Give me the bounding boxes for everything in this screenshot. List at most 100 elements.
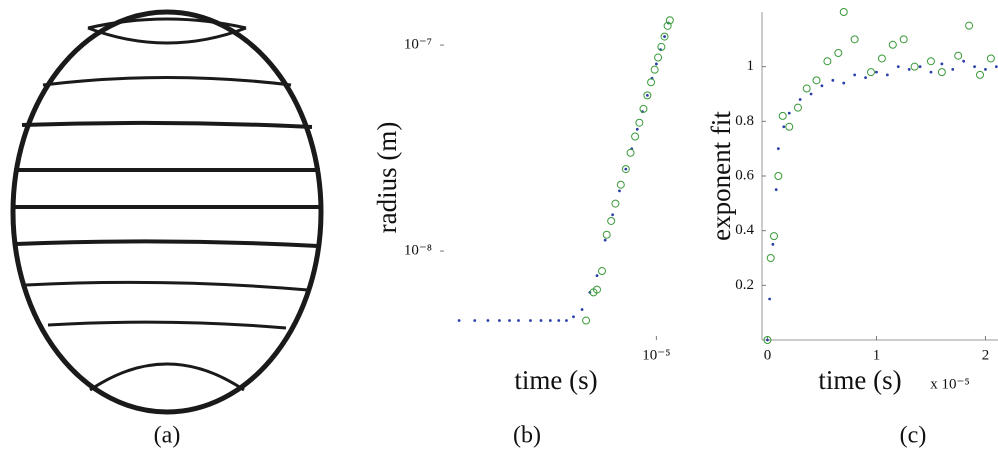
data-point [766,254,775,262]
data-point [850,35,859,44]
data-point [650,65,659,74]
data-point [774,188,778,192]
data-point [508,319,511,322]
data-point [592,285,601,294]
data-point [867,68,876,77]
data-point [962,59,966,63]
data-point [473,319,477,322]
band-line [42,76,292,87]
data-point [595,274,599,278]
data-point [548,319,552,322]
data-point [618,189,621,193]
data-point [831,78,835,82]
data-point [529,319,532,322]
data-point [778,111,787,120]
band-line [25,280,309,292]
data-point [768,297,772,301]
data-point [839,8,848,16]
data-point [809,92,813,96]
data-point [602,230,611,239]
x-tick-label: 1 [873,347,881,363]
x-tick-label: 0 [764,347,772,363]
data-point [616,180,625,189]
data-point [645,93,649,97]
data-point [663,35,666,38]
data-point [497,319,501,322]
data-point [663,21,672,30]
data-point [994,65,998,69]
data-point [812,76,821,85]
y-tick-label: 1 [747,58,755,74]
x-axis-label: time (s) [514,365,597,395]
data-point [899,35,908,44]
data-point [626,148,635,157]
data-point [624,167,628,171]
data-point [639,104,648,113]
data-point [517,319,520,322]
cap-bottom [89,362,245,392]
data-point [926,57,935,66]
cap-top [87,17,247,45]
band-line [21,120,313,129]
band-line [15,239,319,248]
data-point [654,62,658,66]
y-axis-label: exponent fit [706,111,736,241]
data-point [877,54,886,63]
data-point [539,319,543,322]
data-point [647,78,656,87]
panel-caption: (b) [513,423,541,449]
data-point [951,68,955,71]
data-point [875,70,878,74]
data-point [940,62,944,66]
data-point [766,338,769,342]
x-tick-label: 2 [982,347,990,363]
data-point [965,21,974,30]
data-point [635,127,639,131]
panel-caption: (c) [900,423,927,449]
y-tick-label: 0.2 [735,277,754,293]
data-point [776,147,780,151]
data-point [888,40,897,49]
y-tick-label: 10⁻⁸ [404,243,432,259]
data-point [798,98,802,101]
data-point [572,315,575,319]
ellipse-outline [10,9,324,415]
data-point [611,199,620,208]
data-point [823,57,832,66]
data-point [976,70,985,79]
data-point [782,125,786,129]
data-point [984,68,987,71]
data-point [580,308,584,311]
data-point [597,267,606,276]
data-point [834,49,843,57]
y-tick-label: 0.4 [735,222,754,238]
data-point [607,216,616,225]
data-point [660,32,669,41]
data-point [907,68,911,71]
data-point [582,316,591,325]
data-point [896,65,900,69]
x-tick-label: 10⁻⁵ [642,347,670,363]
data-point [787,111,791,115]
data-point [937,68,946,77]
data-point [774,172,783,180]
ellipse-diagram [10,9,324,415]
data-point [643,91,652,100]
data-point [665,16,674,25]
data-point [853,73,857,77]
data-point [657,42,666,51]
data-point [654,53,663,62]
x-multiplier: x 10⁻⁵ [930,376,969,392]
data-point [793,103,802,112]
data-point [885,73,889,77]
data-point [954,51,963,60]
data-point [457,319,461,322]
data-point [621,165,630,174]
data-point [785,122,794,131]
data-point [973,65,976,69]
data-point [771,242,775,246]
y-tick-label: 0.6 [735,167,754,183]
data-point [842,81,846,85]
y-tick-label: 10⁻⁷ [404,37,432,53]
